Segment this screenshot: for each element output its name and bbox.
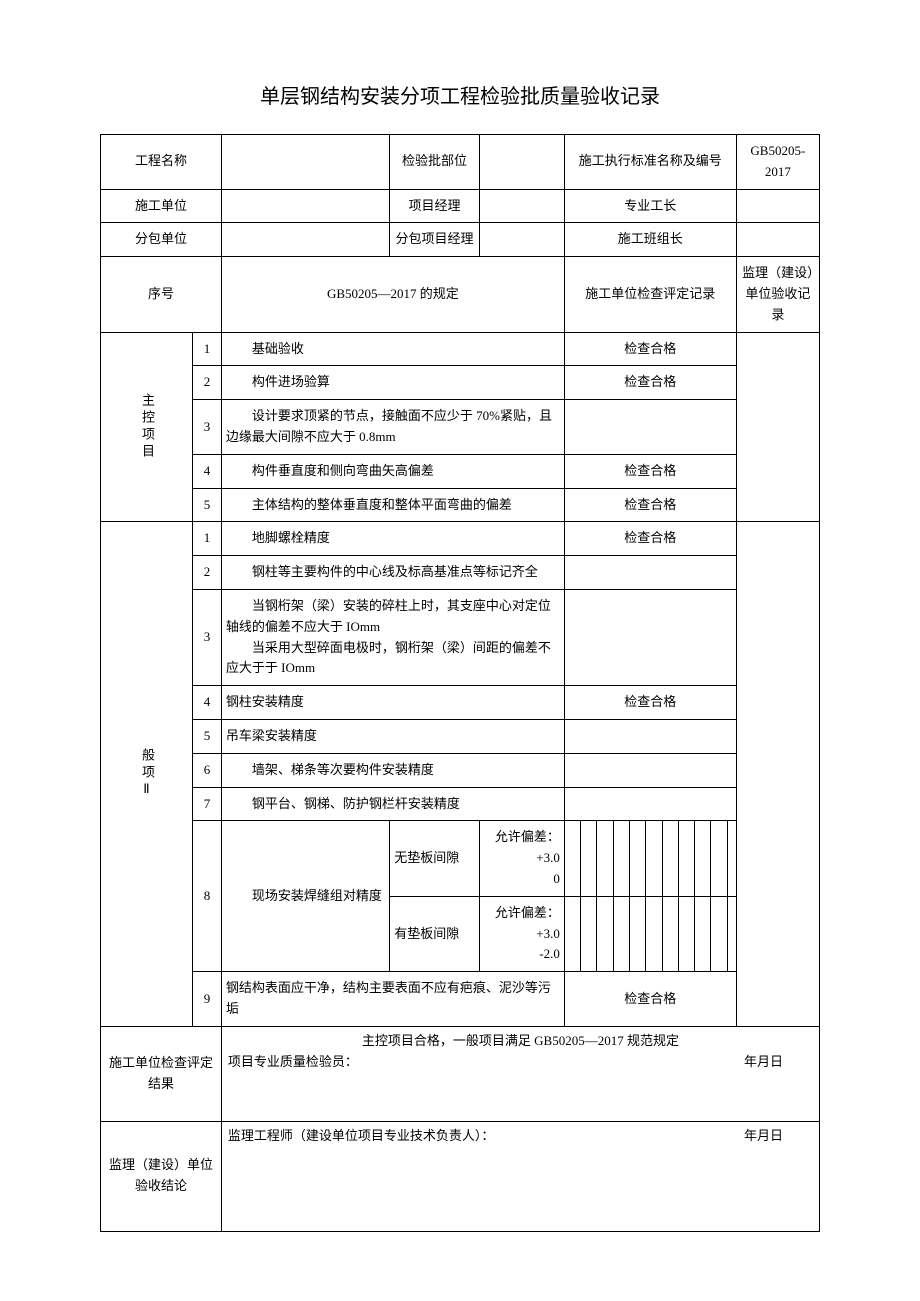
gen-item-result: [564, 753, 736, 787]
sub-pm-label: 分包项目经理: [390, 223, 479, 257]
gen-item-no: 6: [193, 753, 222, 787]
measure-cell: [629, 821, 645, 896]
measure-cell: [695, 896, 711, 971]
measure-cell: [678, 896, 694, 971]
supervise-label: 监理（建设）单位验收结论: [101, 1121, 222, 1231]
batch-part-value: [479, 135, 564, 190]
subcontractor-value: [221, 223, 389, 257]
supervise-body: 监理工程师（建设单位项目专业技术负责人）： 年月日: [221, 1121, 819, 1231]
main-item-no: 3: [193, 400, 222, 455]
gen-item-result: [564, 589, 736, 685]
measure-cell: [613, 821, 629, 896]
gen-item-desc: 钢平台、钢梯、防护钢栏杆安装精度: [221, 787, 564, 821]
item8-row2-tol: 允许偏差：+3.0 -2.0: [479, 896, 564, 971]
measure-cell: [646, 821, 662, 896]
item8-row1-label: 无垫板间隙: [390, 821, 479, 896]
measure-cell: [646, 896, 662, 971]
constructor-value: [221, 189, 389, 223]
team-leader-label: 施工班组长: [564, 223, 736, 257]
main-supervise-cell: [736, 332, 819, 522]
form-table: 工程名称 检验批部位 施工执行标准名称及编号 GB50205-2017 施工单位…: [100, 134, 820, 1232]
foreman-label: 专业工长: [564, 189, 736, 223]
gen-item-desc: 墙架、梯条等次要构件安装精度: [221, 753, 564, 787]
gen-item-desc: 当钢桁架（梁）安装的碎柱上时，其支座中心对定位轴线的偏差不应大于 IOmm 当采…: [221, 589, 564, 685]
main-item-no: 4: [193, 454, 222, 488]
gen-item-result: 检查合格: [564, 522, 736, 556]
seq-label: 序号: [101, 257, 222, 332]
measure-cell: [711, 821, 727, 896]
batch-part-label: 检验批部位: [390, 135, 479, 190]
project-name-value: [221, 135, 389, 190]
gen-item-desc: 地脚螺栓精度: [221, 522, 564, 556]
item8-row1-tol: 允许偏差：+3.0 0: [479, 821, 564, 896]
main-item-no: 5: [193, 488, 222, 522]
gen-item-desc: 钢柱等主要构件的中心线及标高基准点等标记齐全: [221, 556, 564, 590]
item8-no: 8: [193, 821, 222, 972]
gen-item-desc: 吊车梁安装精度: [221, 719, 564, 753]
item8-desc: 现场安装焊缝组对精度: [221, 821, 389, 972]
main-item-desc: 构件进场验算: [221, 366, 564, 400]
constructor-label: 施工单位: [101, 189, 222, 223]
main-item-desc: 构件垂直度和侧向弯曲矢高偏差: [221, 454, 564, 488]
main-item-desc: 基础验收: [221, 332, 564, 366]
standard-label: 施工执行标准名称及编号: [564, 135, 736, 190]
gen-supervise-cell: [736, 522, 819, 1026]
measure-cell: [564, 896, 580, 971]
item9-result: 检查合格: [564, 972, 736, 1027]
general-items-label: 般项Ⅱ: [101, 522, 193, 1026]
measure-cell: [711, 896, 727, 971]
measure-cell: [727, 896, 736, 971]
check-result-body: 主控项目合格，一般项目满足 GB50205—2017 规范规定 项目专业质量检验…: [221, 1026, 819, 1121]
spec-label: GB50205—2017 的规定: [221, 257, 564, 332]
gen-item-no: 3: [193, 589, 222, 685]
project-name-label: 工程名称: [101, 135, 222, 190]
team-leader-value: [736, 223, 819, 257]
gen-item-no: 4: [193, 686, 222, 720]
measure-cell: [662, 821, 678, 896]
gen-item-no: 1: [193, 522, 222, 556]
sub-pm-value: [479, 223, 564, 257]
main-item-result: 检查合格: [564, 454, 736, 488]
main-item-result: 检查合格: [564, 488, 736, 522]
gen-item-no: 2: [193, 556, 222, 590]
supervise-record-label: 监理（建设）单位验收记录: [736, 257, 819, 332]
check-record-label: 施工单位检查评定记录: [564, 257, 736, 332]
main-item-desc: 设计要求顶紧的节点，接触面不应少于 70%紧贴，且边缘最大间隙不应大于 0.8m…: [221, 400, 564, 455]
foreman-value: [736, 189, 819, 223]
measure-cell: [613, 896, 629, 971]
subcontractor-label: 分包单位: [101, 223, 222, 257]
document-title: 单层钢结构安装分项工程检验批质量验收记录: [100, 80, 820, 109]
check-result-label: 施工单位检查评定结果: [101, 1026, 222, 1121]
gen-item-desc: 钢柱安装精度: [221, 686, 564, 720]
measure-cell: [564, 821, 580, 896]
main-item-desc: 主体结构的整体垂直度和整体平面弯曲的偏差: [221, 488, 564, 522]
measure-cell: [581, 821, 597, 896]
measure-cell: [662, 896, 678, 971]
main-item-no: 1: [193, 332, 222, 366]
gen-item-result: [564, 787, 736, 821]
measure-cell: [581, 896, 597, 971]
measure-cell: [678, 821, 694, 896]
main-item-result: 检查合格: [564, 366, 736, 400]
item9-no: 9: [193, 972, 222, 1027]
main-items-label: 主控项目: [101, 332, 193, 522]
standard-value: GB50205-2017: [736, 135, 819, 190]
measure-cell: [597, 821, 613, 896]
gen-item-no: 5: [193, 719, 222, 753]
gen-item-no: 7: [193, 787, 222, 821]
main-item-result: [564, 400, 736, 455]
gen-item-result: 检查合格: [564, 686, 736, 720]
main-item-result: 检查合格: [564, 332, 736, 366]
main-item-no: 2: [193, 366, 222, 400]
measure-cell: [629, 896, 645, 971]
measure-cell: [597, 896, 613, 971]
measure-cell: [695, 821, 711, 896]
measure-cell: [727, 821, 736, 896]
item8-row2-label: 有垫板间隙: [390, 896, 479, 971]
pm-value: [479, 189, 564, 223]
gen-item-result: [564, 719, 736, 753]
gen-item-result: [564, 556, 736, 590]
pm-label: 项目经理: [390, 189, 479, 223]
item9-desc: 钢结构表面应干净，结构主要表面不应有疤痕、泥沙等污垢: [221, 972, 564, 1027]
